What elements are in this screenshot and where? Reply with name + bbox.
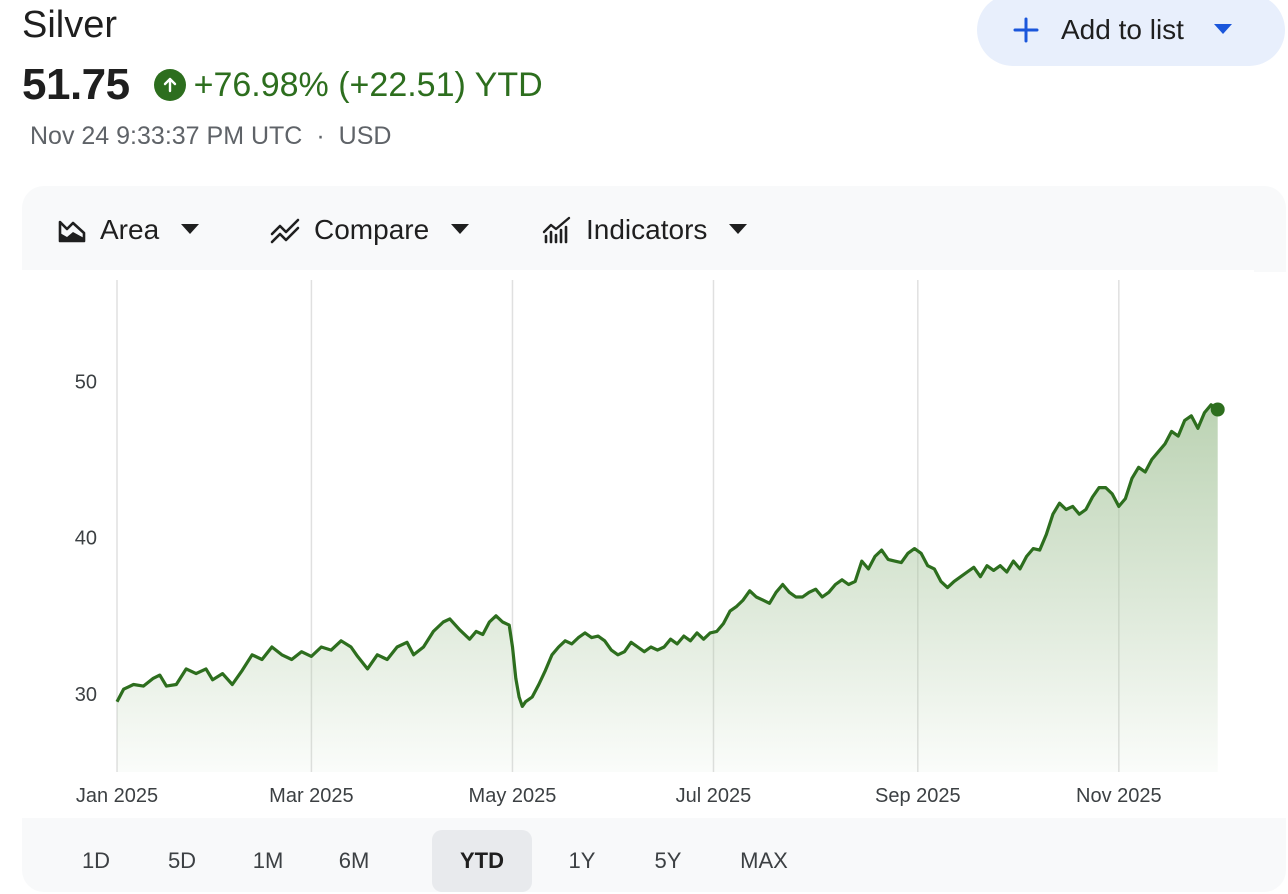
separator-dot: ·: [316, 122, 325, 150]
indicators-label: Indicators: [586, 214, 708, 245]
chart-area[interactable]: 30 40 50 Jan 2025 Mar 2025 May 2025 Jul 2025 S…: [22, 272, 1286, 818]
price-area-fill: [117, 404, 1218, 772]
indicators-dropdown[interactable]: Indicators: [542, 210, 748, 250]
chart-panel: Area Compare Indicators: [22, 186, 1286, 892]
area-chart-icon: [58, 220, 86, 243]
compare-label: Compare: [314, 214, 430, 245]
timestamp: Nov 24 9:33:37 PM UTC: [30, 122, 303, 150]
range-5y[interactable]: 5Y: [654, 848, 682, 873]
indicators-icon: [542, 216, 571, 244]
price-meta: Nov 24 9:33:37 PM UTC · USD: [30, 122, 391, 151]
chevron-down-icon: [729, 224, 748, 234]
range-max[interactable]: MAX: [740, 848, 788, 873]
plus-icon: [1013, 17, 1039, 43]
chevron-down-icon: [181, 224, 200, 234]
range-1y[interactable]: 1Y: [568, 848, 596, 873]
arrow-up-icon: [153, 69, 186, 101]
price-change: +76.98% (+22.51) YTD: [193, 65, 543, 104]
chevron-down-icon: [451, 224, 470, 234]
chart-type-label: Area: [100, 214, 160, 245]
x-tick-label: Sep 2025: [875, 785, 961, 807]
range-5d[interactable]: 5D: [167, 848, 197, 873]
chart-type-dropdown[interactable]: Area: [58, 210, 200, 250]
x-tick-label: Jan 2025: [76, 785, 158, 807]
x-tick-label: Jul 2025: [676, 785, 752, 807]
y-tick-label: 40: [75, 528, 97, 550]
x-tick-label: May 2025: [469, 785, 557, 807]
price-chart[interactable]: 30 40 50 Jan 2025 Mar 2025 May 2025 Jul 2025 S…: [22, 272, 1286, 818]
range-selector: 1D 5D 1M 6M YTD 1Y 5Y MAX: [22, 822, 1286, 892]
add-to-list-button[interactable]: Add to list: [977, 0, 1285, 66]
chevron-down-icon: [1213, 24, 1232, 34]
range-1m[interactable]: 1M: [252, 848, 284, 873]
y-tick-label: 30: [75, 684, 97, 706]
compare-icon: [270, 218, 300, 244]
chart-toolbar: Area Compare Indicators: [22, 186, 1254, 272]
current-price: 51.75: [22, 60, 130, 109]
y-tick-label: 50: [75, 371, 97, 393]
page-title: Silver: [22, 4, 118, 46]
last-price-dot: [1210, 402, 1225, 417]
x-tick-label: Nov 2025: [1076, 785, 1162, 807]
compare-dropdown[interactable]: Compare: [270, 210, 470, 250]
range-6m[interactable]: 6M: [338, 848, 370, 873]
currency: USD: [338, 122, 392, 150]
price-series-line: [115, 403, 1219, 708]
price-row: 51.75 +76.98% (+22.51) YTD: [22, 60, 543, 110]
x-tick-label: Mar 2025: [269, 785, 354, 807]
add-to-list-label: Add to list: [1061, 14, 1184, 45]
range-1d[interactable]: 1D: [81, 848, 111, 873]
range-ytd[interactable]: YTD: [432, 830, 532, 892]
